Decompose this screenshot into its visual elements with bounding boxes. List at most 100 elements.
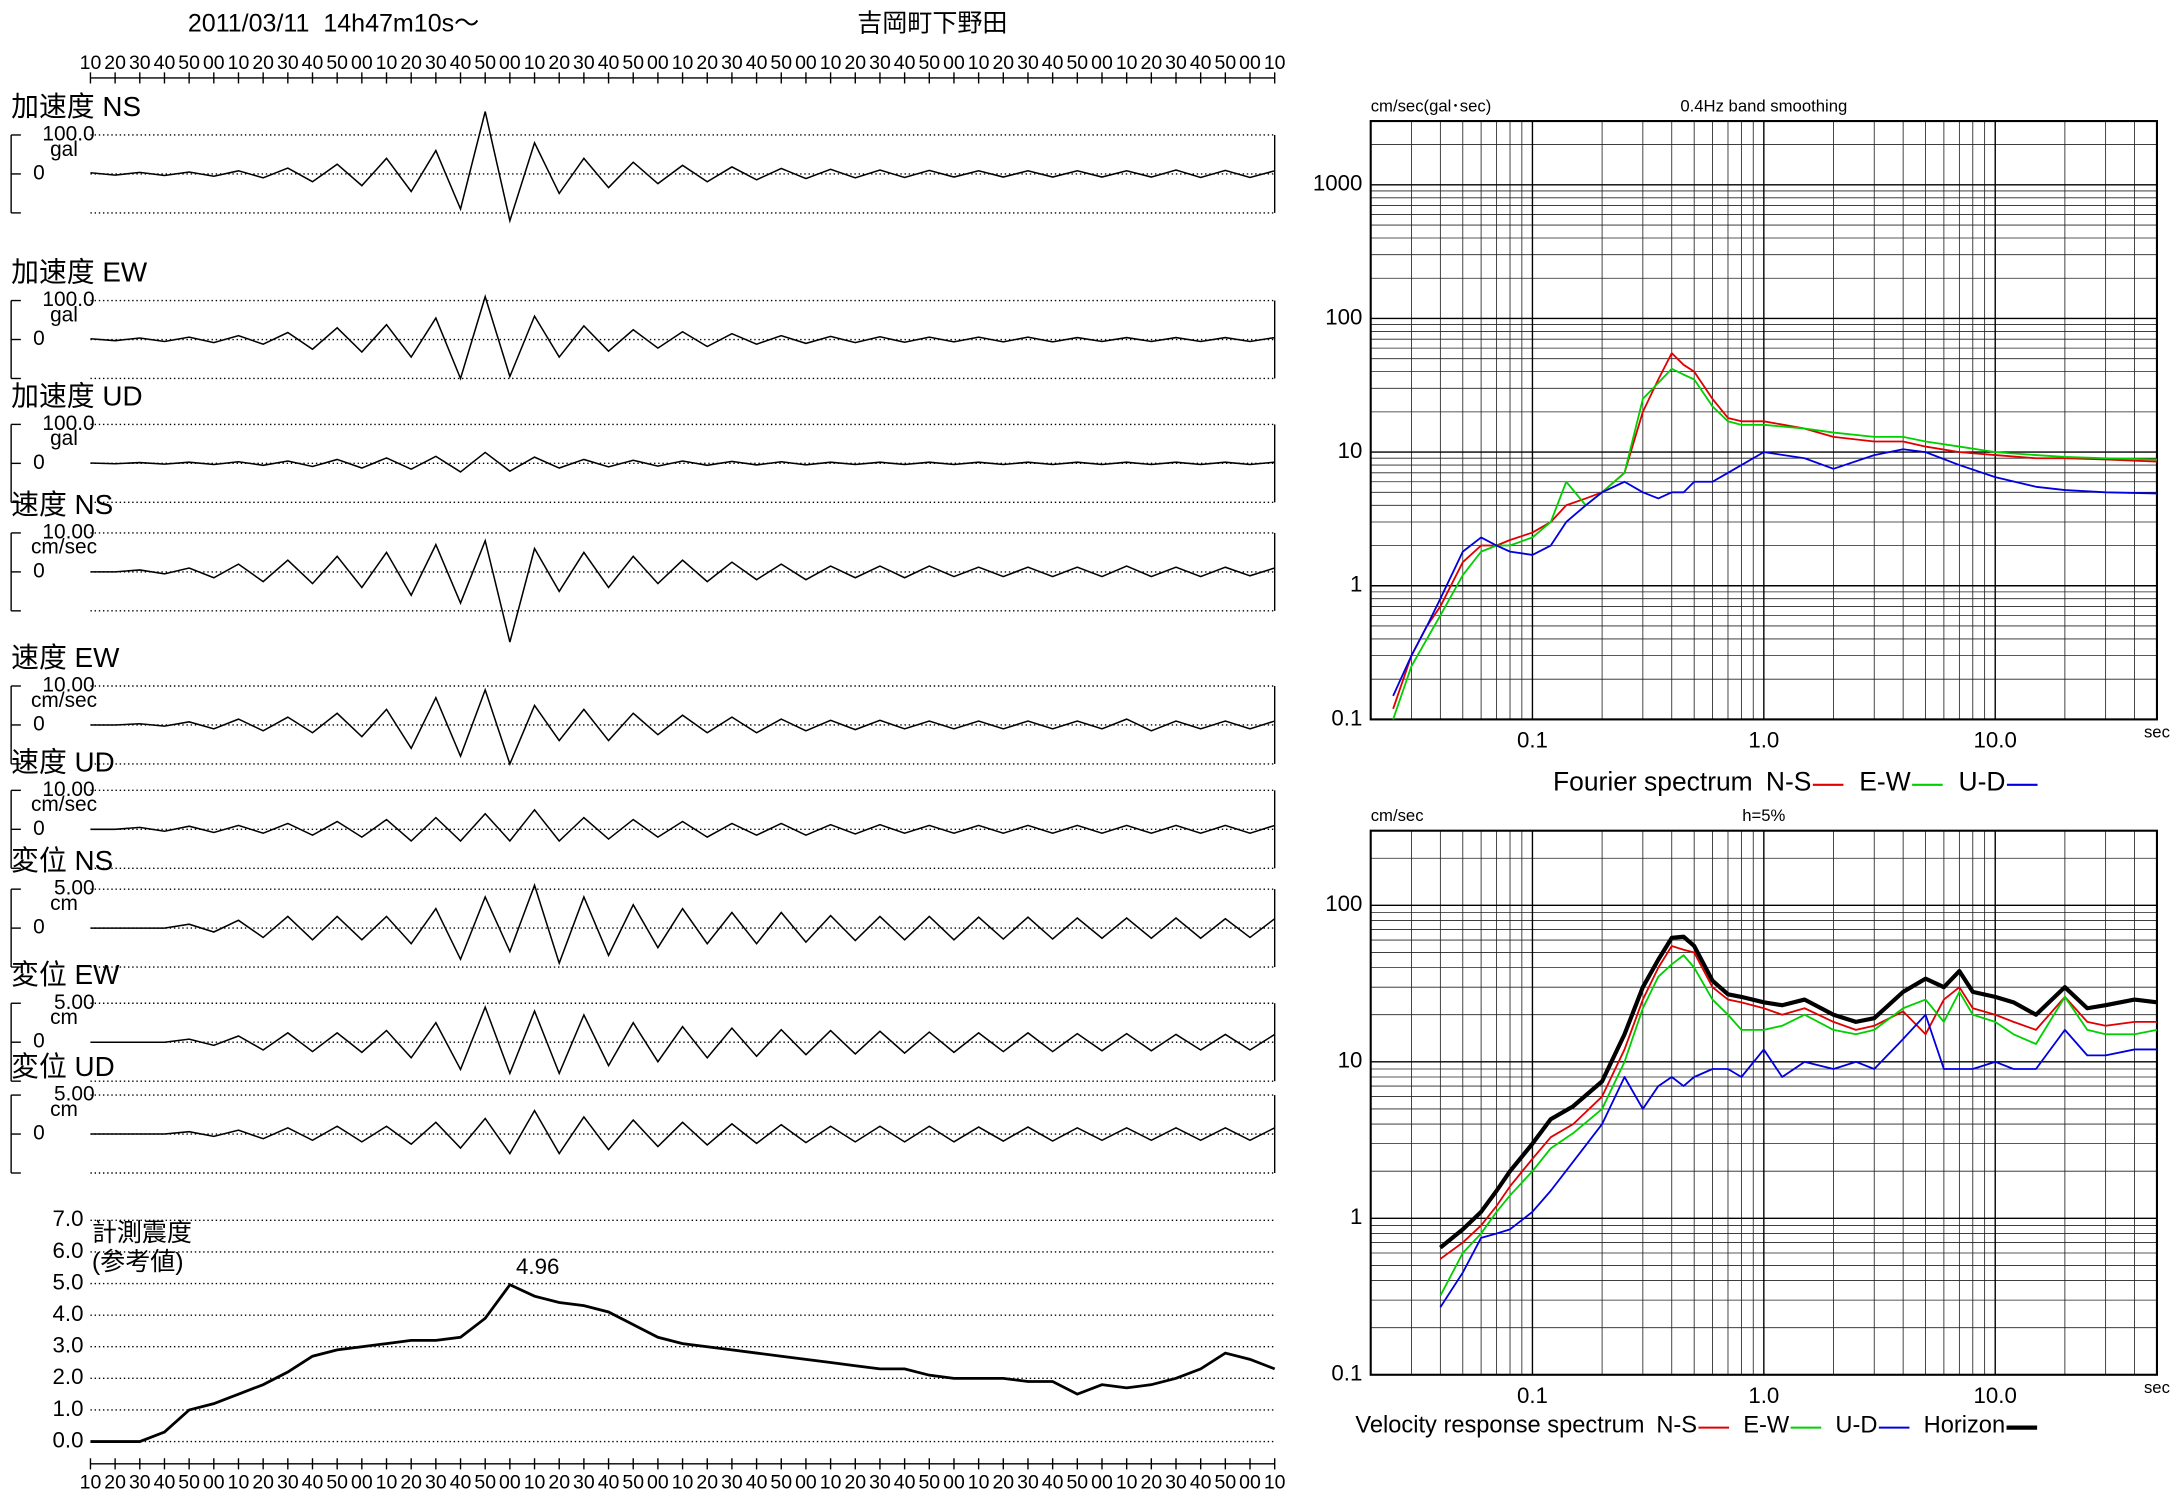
time-tick-label: 10 (376, 52, 398, 74)
zero-label: 0 (33, 327, 45, 350)
time-tick-label: 20 (696, 52, 718, 74)
time-tick-label: 50 (1066, 52, 1088, 74)
scale-label: 5.00 (54, 877, 95, 900)
x-tick-label: 10.0 (1974, 728, 2017, 753)
x-tick-label: 1.0 (1748, 728, 1779, 753)
spectrum-line (1439, 1013, 2157, 1308)
time-tick-label: 30 (573, 52, 595, 74)
trace-label: 速度 EW (11, 642, 120, 673)
time-tick-label: 30 (1165, 1471, 1187, 1493)
time-tick-label: 10 (820, 52, 842, 74)
zero-label: 0 (33, 1030, 45, 1053)
time-tick-label: 00 (1091, 52, 1113, 74)
intensity-tick-label: 2.0 (53, 1364, 84, 1389)
y-tick-label: 1000 (1313, 171, 1363, 196)
scale-label: 100.0 (42, 122, 94, 145)
time-tick-label: 50 (1066, 1471, 1088, 1493)
time-tick-label: 50 (178, 1471, 200, 1493)
y-tick-label: 100 (1325, 304, 1362, 329)
trace-label: 変位 EW (11, 959, 120, 990)
trace (90, 538, 1275, 643)
trace (90, 882, 1276, 966)
time-tick-label: 00 (647, 52, 669, 74)
time-tick-label: 10 (672, 1471, 694, 1493)
time-tick-label: 40 (302, 1471, 324, 1493)
unit-label: gal (50, 427, 78, 450)
time-tick-label: 00 (943, 52, 965, 74)
scale-label: 5.00 (54, 991, 95, 1014)
spectrum-line (1392, 448, 2157, 697)
time-tick-label: 20 (992, 1471, 1014, 1493)
scale-label: 10.00 (42, 778, 94, 801)
time-tick-label: 20 (696, 1471, 718, 1493)
time-tick-label: 00 (499, 1471, 521, 1493)
time-tick-label: 50 (326, 52, 348, 74)
y-unit: cm/sec (1371, 806, 1424, 825)
time-tick-label: 10 (228, 1471, 250, 1493)
time-tick-label: 10 (80, 52, 102, 74)
trace (90, 294, 1275, 381)
time-tick-label: 30 (1017, 1471, 1039, 1493)
time-tick-label: 10 (1264, 52, 1286, 74)
time-tick-label: 50 (474, 1471, 496, 1493)
time-tick-label: 30 (869, 1471, 891, 1493)
intensity-tick-label: 5.0 (53, 1269, 84, 1294)
time-tick-label: 40 (598, 52, 620, 74)
time-tick-label: 30 (277, 52, 299, 74)
time-tick-label: 30 (869, 52, 891, 74)
unit-label: cm (50, 892, 78, 915)
time-tick-label: 10 (80, 1471, 102, 1493)
time-tick-label: 50 (918, 52, 940, 74)
time-tick-label: 10 (524, 1471, 546, 1493)
intensity-line (90, 1283, 1276, 1443)
time-tick-label: 00 (203, 1471, 225, 1493)
time-tick-label: 00 (795, 52, 817, 74)
time-tick-label: 30 (721, 1471, 743, 1493)
unit-label: cm/sec (31, 536, 97, 559)
time-tick-label: 40 (1042, 52, 1064, 74)
time-tick-label: 50 (770, 52, 792, 74)
y-tick-label: 10 (1338, 1048, 1363, 1073)
trace (90, 808, 1275, 843)
trace (90, 687, 1275, 767)
legend-label: N-S (1656, 1413, 1697, 1439)
time-tick-label: 30 (1165, 52, 1187, 74)
x-unit: sec (2144, 723, 2170, 742)
peak-label: 4.96 (516, 1254, 559, 1279)
time-tick-label: 10 (968, 52, 990, 74)
zero-label: 0 (33, 916, 45, 939)
time-tick-label: 50 (178, 52, 200, 74)
time-tick-label: 00 (647, 1471, 669, 1493)
time-tick-label: 10 (228, 52, 250, 74)
plot-subtitle: h=5% (1742, 806, 1785, 825)
y-tick-label: 1 (1350, 1204, 1362, 1229)
time-tick-label: 00 (1091, 1471, 1113, 1493)
intensity-title: 計測震度 (92, 1219, 192, 1247)
time-tick-label: 30 (129, 52, 151, 74)
scale-label: 100.0 (42, 412, 94, 435)
time-tick-label: 50 (622, 52, 644, 74)
time-tick-label: 50 (474, 52, 496, 74)
trace-label: 加速度 EW (11, 256, 148, 287)
time-tick-label: 50 (770, 1471, 792, 1493)
time-tick-label: 20 (104, 52, 126, 74)
time-tick-label: 10 (1116, 52, 1138, 74)
spectrum-line (1439, 954, 2158, 1297)
time-tick-label: 30 (129, 1471, 151, 1493)
unit-label: cm (50, 1098, 78, 1121)
spectrum-line (1392, 367, 2157, 720)
time-tick-label: 10 (820, 1471, 842, 1493)
time-tick-label: 40 (598, 1471, 620, 1493)
plot-frame (1369, 829, 2158, 1376)
time-tick-label: 50 (622, 1471, 644, 1493)
intensity-tick-label: 3.0 (53, 1333, 84, 1358)
time-tick-label: 20 (252, 52, 274, 74)
zero-label: 0 (33, 817, 45, 840)
legend-title: Velocity response spectrum (1355, 1413, 1644, 1439)
legend-label: U-D (1959, 766, 2006, 796)
time-tick-label: 40 (154, 52, 176, 74)
zero-label: 0 (33, 161, 45, 184)
intensity-tick-label: 7.0 (53, 1206, 84, 1231)
